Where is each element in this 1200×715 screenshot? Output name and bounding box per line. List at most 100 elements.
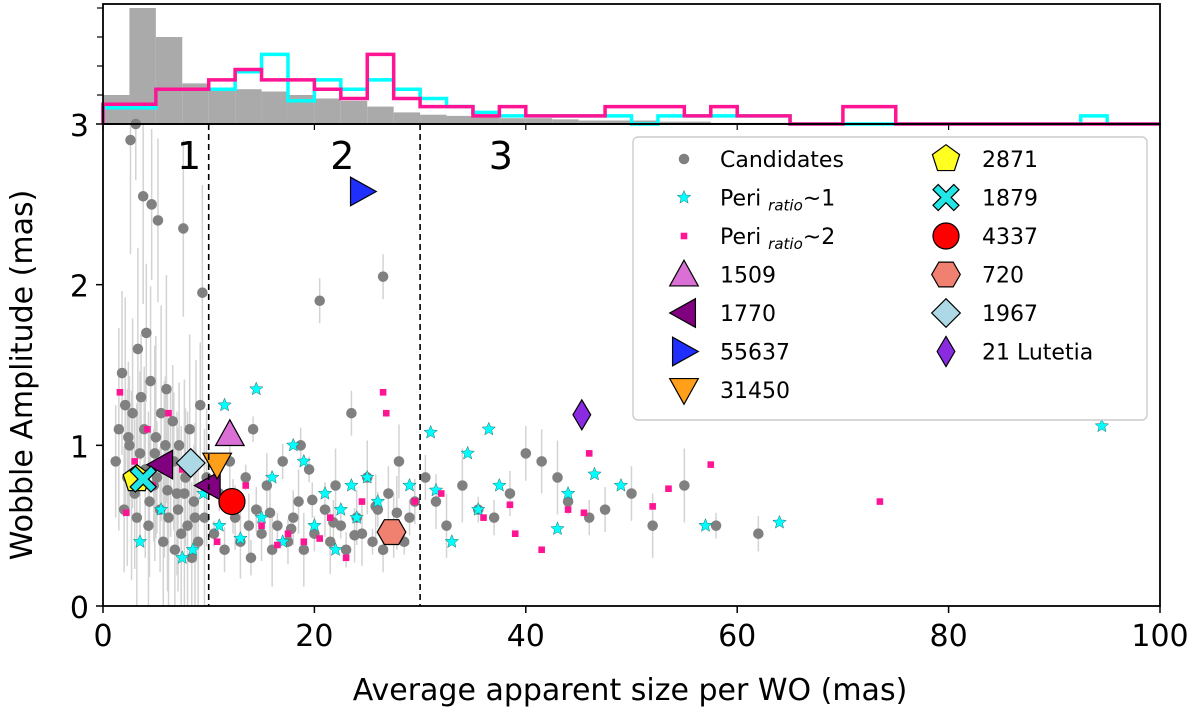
x-tick-label: 60 xyxy=(718,619,756,654)
peri-ratio-2-point xyxy=(580,509,588,517)
hist-bar-candidates xyxy=(261,91,288,124)
legend-label: Peri ratio~1 xyxy=(720,187,835,215)
candidate-point xyxy=(127,407,138,419)
candidate-point xyxy=(383,488,394,499)
peri-ratio-1-point xyxy=(1094,418,1110,433)
candidate-point xyxy=(184,423,195,435)
peri-ratio-1-point xyxy=(153,501,169,516)
candidate-point xyxy=(536,456,547,467)
x-tick-label: 40 xyxy=(507,619,545,654)
candidate-point xyxy=(753,528,764,539)
hist-bar-candidates xyxy=(367,106,394,124)
hist-bar-candidates xyxy=(472,117,500,124)
candidate-point xyxy=(172,504,184,515)
candidate-point xyxy=(430,496,442,507)
peri-ratio-1-point xyxy=(211,518,227,532)
candidate-point xyxy=(199,512,210,523)
peri-ratio-1-point xyxy=(217,397,232,412)
candidate-point xyxy=(179,488,190,499)
candidate-point xyxy=(167,415,179,427)
candidate-point xyxy=(303,464,315,475)
peri-ratio-1-point xyxy=(344,477,359,492)
marker-31450 xyxy=(201,452,233,481)
legend-label: 21 Lutetia xyxy=(982,341,1093,366)
legend-label: 720 xyxy=(982,264,1024,289)
candidate-point xyxy=(160,440,171,451)
candidate-point xyxy=(457,480,468,491)
candidate-point xyxy=(208,528,220,539)
candidate-point xyxy=(116,367,128,379)
legend-label: Candidates xyxy=(720,148,844,173)
marker-1770 xyxy=(193,470,221,501)
y-axis-label: Wobble Amplitude (mas) xyxy=(5,190,40,561)
legend-label: 1509 xyxy=(720,264,776,289)
legend-label: 2871 xyxy=(982,148,1038,173)
candidate-point xyxy=(125,134,136,146)
candidate-point xyxy=(157,536,169,548)
peri-ratio-1-point xyxy=(185,542,201,556)
legend-marker-peri-ratio-2 xyxy=(680,232,688,240)
legend-label: 1967 xyxy=(982,302,1038,327)
peri-ratio-2-point xyxy=(358,498,366,505)
hist-bar-candidates xyxy=(499,118,526,124)
peri-ratio-1-point xyxy=(492,477,507,492)
candidate-point xyxy=(324,536,336,548)
candidate-point xyxy=(647,520,658,531)
hist-bar-candidates xyxy=(552,119,579,124)
candidate-point xyxy=(182,520,193,531)
candidate-point xyxy=(132,343,144,355)
candidate-point xyxy=(194,399,206,411)
candidate-point xyxy=(219,544,230,556)
peri-ratio-2-point xyxy=(564,506,572,513)
legend-marker-55637 xyxy=(671,336,700,367)
region-label: 2 xyxy=(330,134,354,178)
candidate-point xyxy=(178,223,189,234)
candidate-point xyxy=(488,512,500,523)
marker-21-lutetia xyxy=(572,398,592,431)
peri-ratio-2-point xyxy=(876,498,884,505)
candidate-point xyxy=(346,407,357,419)
peri-ratio-1-point xyxy=(248,381,264,396)
legend-label: 55637 xyxy=(720,341,790,366)
peri-ratio-2-point xyxy=(242,482,249,489)
candidate-point xyxy=(626,488,637,499)
candidate-point xyxy=(250,504,262,515)
candidate-point xyxy=(562,496,574,507)
peri-ratio-2-point xyxy=(538,546,545,554)
peri-ratio-1-point xyxy=(296,453,312,468)
legend-marker-1509 xyxy=(668,258,700,287)
peri-ratio-1-point xyxy=(402,477,417,492)
candidate-point xyxy=(144,496,155,507)
peri-ratio-2-point xyxy=(300,538,308,546)
peri-ratio-1-point xyxy=(587,466,602,481)
candidate-point xyxy=(247,423,259,435)
candidate-point xyxy=(314,295,325,307)
peri-ratio-1-point xyxy=(423,424,438,439)
hist-bar-candidates xyxy=(420,114,447,124)
peri-ratio-1-point xyxy=(333,501,349,516)
candidate-point xyxy=(243,520,255,531)
legend-marker-1967 xyxy=(930,297,962,329)
candidate-point xyxy=(188,496,200,507)
candidate-point xyxy=(404,512,415,523)
peri-ratio-1-point xyxy=(481,421,497,436)
candidate-point xyxy=(441,520,452,531)
peri-ratio-1-point xyxy=(613,477,629,492)
peri-ratio-2-point xyxy=(511,530,519,537)
candidate-point xyxy=(710,520,722,531)
peri-ratio-2-point xyxy=(284,530,292,537)
y-tick-label: 0 xyxy=(70,591,89,626)
candidate-point xyxy=(173,440,185,451)
candidate-point xyxy=(287,512,299,523)
candidate-point xyxy=(141,327,152,339)
candidate-point xyxy=(163,512,174,523)
peri-ratio-2-point xyxy=(379,389,387,396)
named-object-markers xyxy=(122,176,592,546)
peri-ratio-2-point xyxy=(131,458,139,465)
candidate-point xyxy=(131,512,143,523)
peri-ratio-2-point xyxy=(437,490,445,497)
candidate-point xyxy=(245,552,257,564)
legend-marker-candidates xyxy=(678,153,690,165)
candidate-point xyxy=(151,472,163,483)
y-tick-label: 2 xyxy=(70,270,89,305)
